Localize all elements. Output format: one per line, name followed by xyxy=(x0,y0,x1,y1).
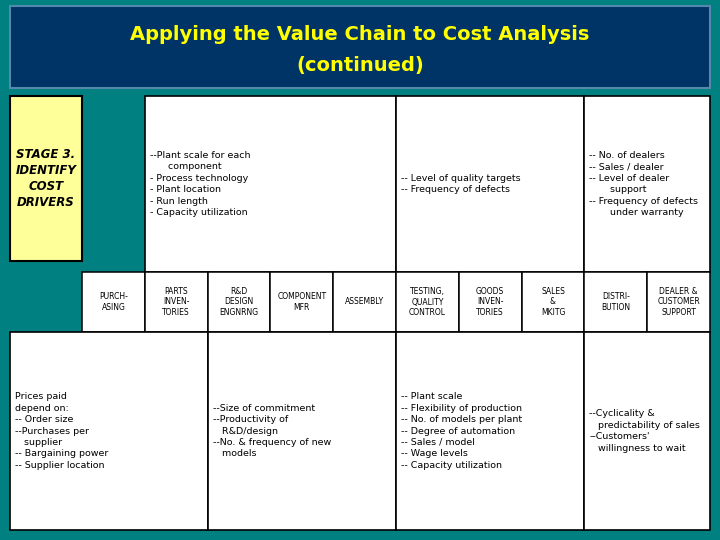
Text: --Plant scale for each
      component
- Process technology
- Plant location
- R: --Plant scale for each component - Proce… xyxy=(150,151,251,217)
Bar xyxy=(459,272,521,332)
Text: -- Level of quality targets
-- Frequency of defects: -- Level of quality targets -- Frequency… xyxy=(401,174,521,194)
Bar xyxy=(207,272,271,332)
Text: -- No. of dealers
-- Sales / dealer
-- Level of dealer
       support
-- Frequen: -- No. of dealers -- Sales / dealer -- L… xyxy=(590,151,698,217)
Bar xyxy=(10,6,710,88)
Bar xyxy=(647,272,710,332)
Text: Applying the Value Chain to Cost Analysis: Applying the Value Chain to Cost Analysi… xyxy=(130,25,590,44)
Text: SALES
&
MKITG: SALES & MKITG xyxy=(541,287,565,317)
Text: Prices paid
depend on:
-- Order size
--Purchases per
   supplier
-- Bargaining p: Prices paid depend on: -- Order size --P… xyxy=(15,392,109,470)
Bar xyxy=(396,272,459,332)
Text: (continued): (continued) xyxy=(296,56,424,75)
Bar xyxy=(10,332,207,530)
Text: PURCH-
ASING: PURCH- ASING xyxy=(99,292,128,312)
Text: TESTING,
QUALITY
CONTROL: TESTING, QUALITY CONTROL xyxy=(409,287,446,317)
Bar xyxy=(521,272,585,332)
Bar xyxy=(585,96,710,272)
Text: STAGE 3.
IDENTIFY
COST
DRIVERS: STAGE 3. IDENTIFY COST DRIVERS xyxy=(16,148,76,209)
Text: ASSEMBLY: ASSEMBLY xyxy=(345,298,384,307)
Text: PARTS
INVEN-
TORIES: PARTS INVEN- TORIES xyxy=(163,287,190,317)
Text: DEALER &
CUSTOMER
SUPPORT: DEALER & CUSTOMER SUPPORT xyxy=(657,287,700,317)
Text: DISTRI-
BUTION: DISTRI- BUTION xyxy=(601,292,631,312)
Bar xyxy=(396,332,585,530)
Bar xyxy=(82,272,145,332)
Text: COMPONENT
MFR: COMPONENT MFR xyxy=(277,292,326,312)
Bar xyxy=(207,332,396,530)
Text: R&D
DESIGN
ENGNRNG: R&D DESIGN ENGNRNG xyxy=(220,287,258,317)
Bar xyxy=(271,272,333,332)
Bar xyxy=(396,96,585,272)
Text: -- Plant scale
-- Flexibility of production
-- No. of models per plant
-- Degree: -- Plant scale -- Flexibility of product… xyxy=(401,392,522,470)
Text: --Size of commitment
--Productivity of
   R&D/design
--No. & frequency of new
  : --Size of commitment --Productivity of R… xyxy=(212,403,331,458)
Bar xyxy=(145,96,396,272)
Text: --Cyclicality &
   predictability of sales
--Customers'
   willingness to wait: --Cyclicality & predictability of sales … xyxy=(590,409,701,453)
Bar xyxy=(10,96,82,261)
Bar xyxy=(145,272,207,332)
Bar xyxy=(585,272,647,332)
Bar xyxy=(333,272,396,332)
Text: GOODS
INVEN-
TORIES: GOODS INVEN- TORIES xyxy=(476,287,504,317)
Bar xyxy=(585,332,710,530)
